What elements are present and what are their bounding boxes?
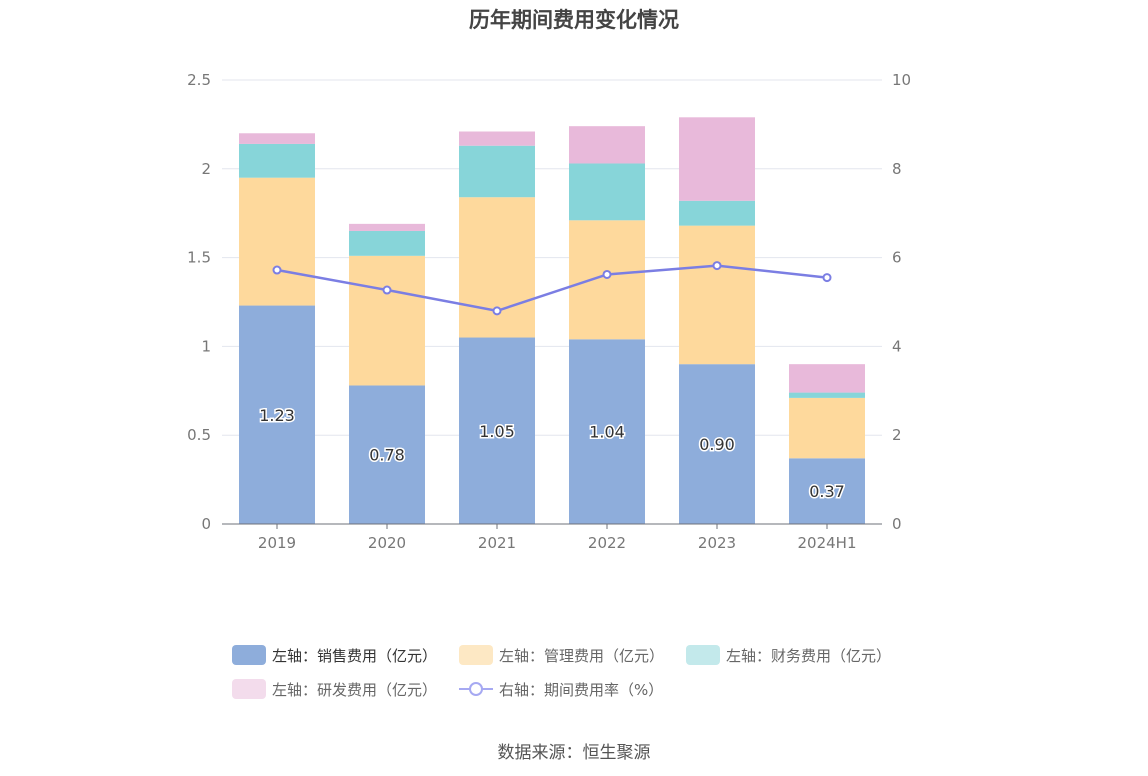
left-axis-ticks: 0 0.5 1 1.5 2 2.5	[187, 71, 211, 533]
rate-point-2019	[272, 265, 282, 275]
legend-swatch-sales	[232, 645, 266, 665]
legend-swatch-rate	[459, 679, 494, 699]
rate-point-2023	[712, 261, 722, 271]
right-tick-label: 8	[892, 160, 902, 178]
bar-data-label: 1.04	[589, 423, 625, 442]
bar-data-label: 0.37	[809, 482, 845, 501]
legend-label-rd: 左轴：研发费用（亿元）	[272, 680, 438, 699]
legend-item-sales[interactable]: 左轴：销售费用（亿元）	[232, 645, 437, 666]
bar-segment-s0-2020	[349, 385, 425, 524]
bar-segment-s1-2020	[349, 255, 425, 386]
left-tick-label: 2.5	[187, 71, 211, 89]
right-tick-label: 0	[892, 515, 902, 533]
right-tick-label: 10	[892, 71, 911, 89]
bar-data-label: 1.05	[479, 422, 515, 441]
left-tick-label: 0.5	[187, 426, 211, 444]
bar-data-label: 1.23	[259, 406, 295, 425]
left-tick-label: 1.5	[187, 249, 211, 267]
bar-segment-s3-2022	[569, 126, 645, 164]
bar-segment-s1-2023	[679, 225, 755, 365]
right-tick-label: 4	[892, 337, 902, 355]
rate-line	[272, 261, 832, 316]
bar-segment-s3-2023	[679, 117, 755, 201]
bar-segment-s0-2019	[239, 305, 315, 524]
left-tick-label: 2	[201, 160, 211, 178]
bar-segment-s2-2022	[569, 163, 645, 221]
bar-data-label: 0.90	[699, 435, 735, 454]
bar-segment-s3-2019	[239, 133, 315, 144]
legend-swatch-rd	[232, 679, 266, 699]
bar-segment-s2-2020	[349, 230, 425, 256]
x-tick-label: 2024H1	[798, 534, 857, 552]
legend-item-rate[interactable]: 右轴：期间费用率（%）	[459, 679, 663, 700]
bar-data-label: 0.78	[369, 446, 405, 465]
bar-segment-s3-2021	[459, 131, 535, 146]
right-tick-label: 6	[892, 249, 902, 267]
bars	[239, 117, 865, 524]
bar-segment-s1-2024H1	[789, 397, 865, 459]
chart-canvas: 0 0.5 1 1.5 2 2.5 0 2 4 6 8 10 2019 2020 2021 2022 202…	[187, 71, 911, 552]
rate-line-path	[276, 264, 828, 313]
x-tick-label: 2022	[588, 534, 626, 552]
legend-swatch-admin	[459, 645, 494, 665]
grid-lines	[222, 79, 882, 436]
legend: 左轴：销售费用（亿元） 左轴：管理费用（亿元） 左轴：财务费用（亿元） 左轴：研…	[232, 638, 932, 706]
bar-segment-s2-2024H1	[789, 392, 865, 398]
chart-title: 历年期间费用变化情况	[469, 8, 679, 32]
rate-point-2024H1	[822, 273, 832, 283]
left-tick-label: 0	[201, 515, 211, 533]
bar-labels: 1.23 0.78 1.05 1.04 0.90 0.37	[258, 404, 847, 502]
right-axis-ticks: 0 2 4 6 8 10	[892, 71, 911, 533]
legend-item-finance[interactable]: 左轴：财务费用（亿元）	[686, 645, 891, 666]
rate-point-2021	[492, 306, 502, 316]
bar-segment-s0-2024H1	[789, 458, 865, 524]
right-tick-label: 2	[892, 426, 902, 444]
x-tick-label: 2023	[698, 534, 736, 552]
x-axis: 2019 2020 2021 2022 2023 2024H1	[222, 523, 882, 552]
data-source: 数据来源：恒生聚源	[497, 743, 651, 763]
bar-segment-s0-2022	[569, 339, 645, 524]
legend-item-rd[interactable]: 左轴：研发费用（亿元）	[232, 679, 437, 700]
rate-point-2020	[382, 285, 392, 295]
bar-segment-s1-2019	[239, 177, 315, 306]
legend-swatch-finance	[686, 645, 721, 665]
bar-segment-s3-2020	[349, 223, 425, 231]
left-tick-label: 1	[201, 337, 211, 355]
legend-item-admin[interactable]: 左轴：管理费用（亿元）	[459, 645, 664, 666]
legend-label-finance: 左轴：财务费用（亿元）	[726, 646, 892, 665]
x-tick-label: 2019	[258, 534, 296, 552]
bar-segment-s3-2024H1	[789, 364, 865, 393]
x-tick-label: 2020	[368, 534, 406, 552]
legend-label-sales: 左轴：销售费用（亿元）	[272, 646, 438, 665]
bar-segment-s1-2021	[459, 197, 535, 338]
legend-label-rate: 右轴：期间费用率（%）	[499, 680, 664, 699]
bar-segment-s2-2023	[679, 200, 755, 226]
bar-segment-s2-2019	[239, 143, 315, 178]
rate-point-2022	[602, 269, 612, 279]
bar-segment-s2-2021	[459, 145, 535, 198]
x-tick-label: 2021	[478, 534, 516, 552]
legend-row-1: 左轴：销售费用（亿元） 左轴：管理费用（亿元） 左轴：财务费用（亿元）	[232, 638, 932, 672]
legend-row-2: 左轴：研发费用（亿元） 右轴：期间费用率（%）	[232, 672, 932, 706]
legend-label-admin: 左轴：管理费用（亿元）	[499, 646, 665, 665]
bar-segment-s0-2023	[679, 364, 755, 524]
bar-segment-s0-2021	[459, 337, 535, 524]
bar-segment-s1-2022	[569, 220, 645, 340]
